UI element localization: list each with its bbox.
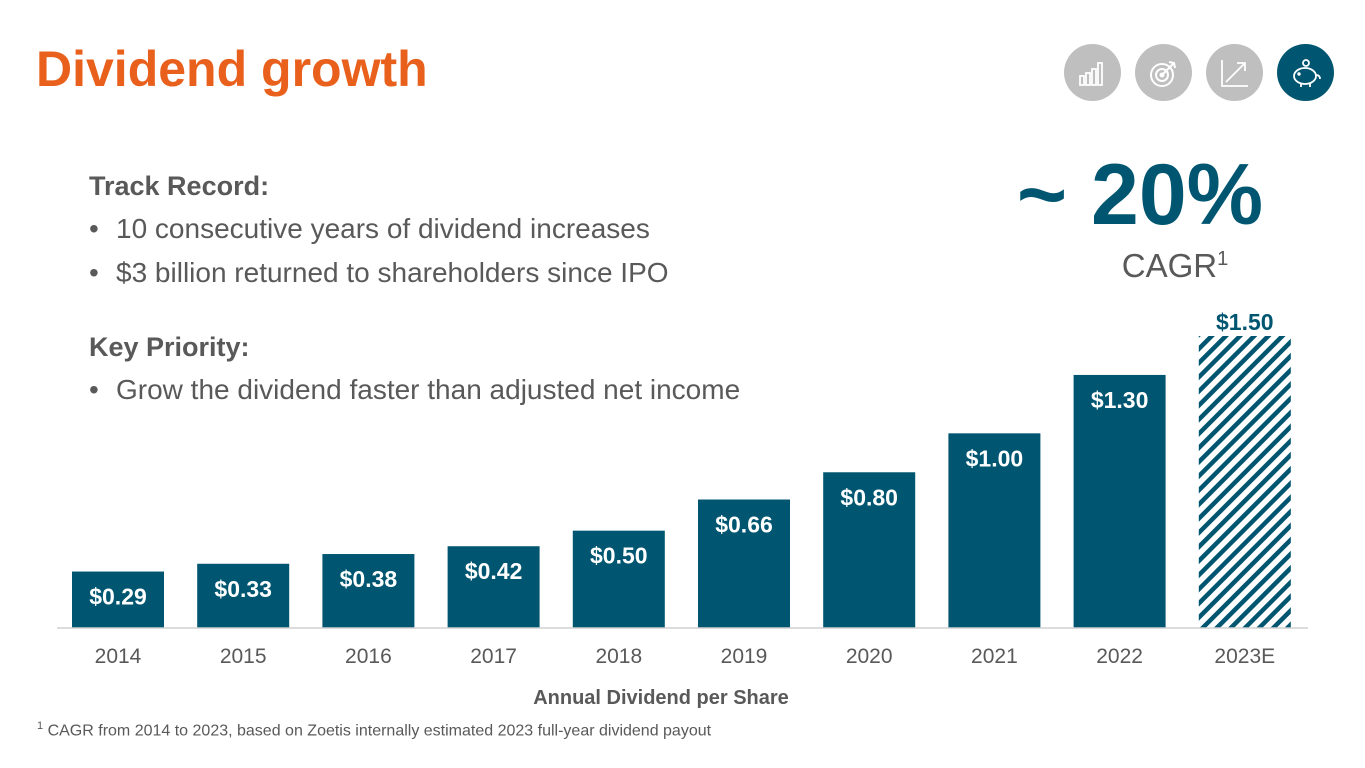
cagr-value: ~ 20% [1016,147,1264,243]
data-label-2017: $0.42 [465,558,523,584]
data-label-2020: $0.80 [840,484,898,510]
data-label-2019: $0.66 [715,512,773,538]
bar-2018 [572,530,665,628]
x-tick-label: 2014 [95,645,142,668]
data-label-2018: $0.50 [590,543,648,569]
key-priority-bullet: • Grow the dividend faster than adjusted … [89,374,741,406]
x-tick-label: 2016 [345,645,392,668]
key-priority-heading: Key Priority: [89,332,250,362]
x-tick-label: 2020 [846,645,893,668]
x-tick-label: 2022 [1096,645,1143,668]
x-tick-label: 2017 [470,645,517,668]
bar-2022 [1073,374,1166,628]
x-tick-label: 2015 [220,645,267,668]
track-record-section: Track Record: • 10 consecutive years of d… [89,170,669,290]
x-tick-label: 2018 [595,645,642,668]
target-icon[interactable] [1135,44,1192,101]
bar-2019 [698,499,790,628]
data-label-2014: $0.29 [89,584,147,610]
cagr-label: CAGR1 [1121,247,1229,284]
x-tick-label: 2023E [1214,645,1275,668]
bar-chart-icon[interactable] [1064,44,1121,101]
data-label-2015: $0.33 [214,576,272,602]
key-priority-section: Key Priority: • Grow the dividend faster … [89,331,740,407]
bar-2014 [72,571,164,628]
bar-2021 [948,433,1041,628]
bar-2017 [447,546,540,628]
page-title: Dividend growth [36,41,428,97]
footnote: 1 CAGR from 2014 to 2023, based on Zoeti… [37,720,712,740]
data-label-2021: $1.00 [966,445,1024,471]
track-record-bullet: • $3 billion returned to shareholders sin… [89,256,669,288]
bar-2020 [823,472,916,628]
x-tick-label: 2019 [721,645,768,668]
x-axis-label: Annual Dividend per Share [533,687,789,709]
x-tick-label: 2021 [971,645,1018,668]
bar-2015 [197,563,290,628]
piggy-bank-icon[interactable] [1277,44,1334,101]
data-label-2023E: $1.50 [1216,309,1274,335]
bar-2016 [322,554,415,628]
track-record-heading: Track Record: [89,171,270,201]
trend-arrow-icon[interactable] [1206,44,1263,101]
data-label-2016: $0.38 [340,566,398,592]
track-record-bullet: • 10 consecutive years of dividend increa… [89,213,650,245]
data-label-2022: $1.30 [1091,387,1149,413]
bar-2023E [1198,336,1291,628]
dividend-bar-chart: $0.29 $0.33 $0.38 $0.42 $0.50 $0.66 $0.80 $1.00… [57,309,1308,709]
